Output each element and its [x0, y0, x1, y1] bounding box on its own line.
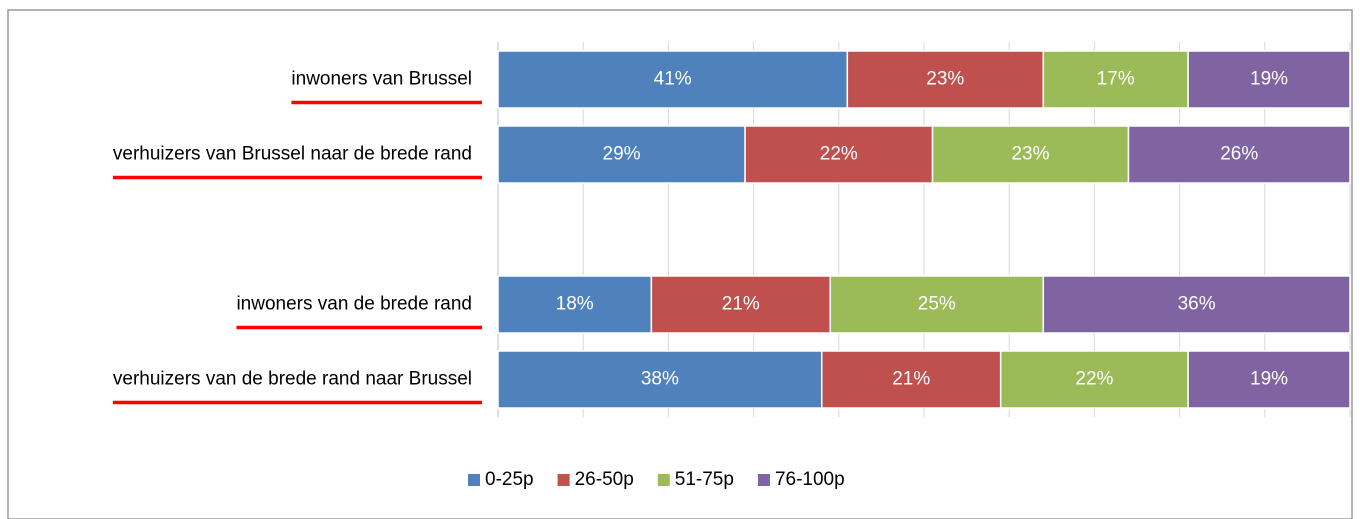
legend-label: 51-75p — [675, 469, 734, 490]
bar-segment — [1187, 350, 1351, 409]
bar-segment — [1187, 50, 1351, 109]
bar-segment — [744, 125, 934, 184]
category-label: inwoners van Brussel — [291, 69, 472, 90]
bar-segment — [846, 50, 1045, 109]
data-label: 19% — [1250, 69, 1288, 90]
data-label: 21% — [892, 369, 930, 390]
bar-segment — [1127, 125, 1351, 184]
data-label: 17% — [1097, 69, 1135, 90]
category-label: inwoners van de brede rand — [236, 294, 472, 315]
legend-swatch — [557, 474, 570, 486]
data-label: 18% — [556, 294, 594, 315]
data-label: 26% — [1220, 144, 1258, 165]
bar-segment — [931, 125, 1130, 184]
legend-swatch — [757, 474, 770, 486]
category-label: verhuizers van Brussel naar de brede ran… — [113, 144, 472, 165]
category-label: verhuizers van de brede rand naar Brusse… — [113, 369, 472, 390]
data-label: 25% — [918, 294, 956, 315]
data-label: 29% — [603, 144, 641, 165]
bar-segment — [1042, 50, 1189, 109]
legend-swatch — [468, 474, 480, 486]
legend-label: 76-100p — [775, 469, 845, 490]
bar-segment — [821, 350, 1002, 409]
bar-segment — [1042, 275, 1351, 334]
data-label: 41% — [654, 69, 692, 90]
legend-label: 0-25p — [485, 469, 534, 490]
bar-segment — [497, 50, 849, 109]
data-label: 38% — [641, 369, 679, 390]
data-label: 23% — [1011, 144, 1049, 165]
legend-label: 26-50p — [575, 469, 634, 490]
data-label: 19% — [1250, 369, 1288, 390]
data-label: 22% — [820, 144, 858, 165]
data-label: 23% — [926, 69, 964, 90]
bar-segment — [650, 275, 832, 334]
data-label: 36% — [1178, 294, 1216, 315]
bar-segment — [999, 350, 1189, 409]
legend-swatch — [657, 474, 670, 486]
data-label: 22% — [1075, 369, 1113, 390]
data-label: 21% — [722, 294, 760, 315]
